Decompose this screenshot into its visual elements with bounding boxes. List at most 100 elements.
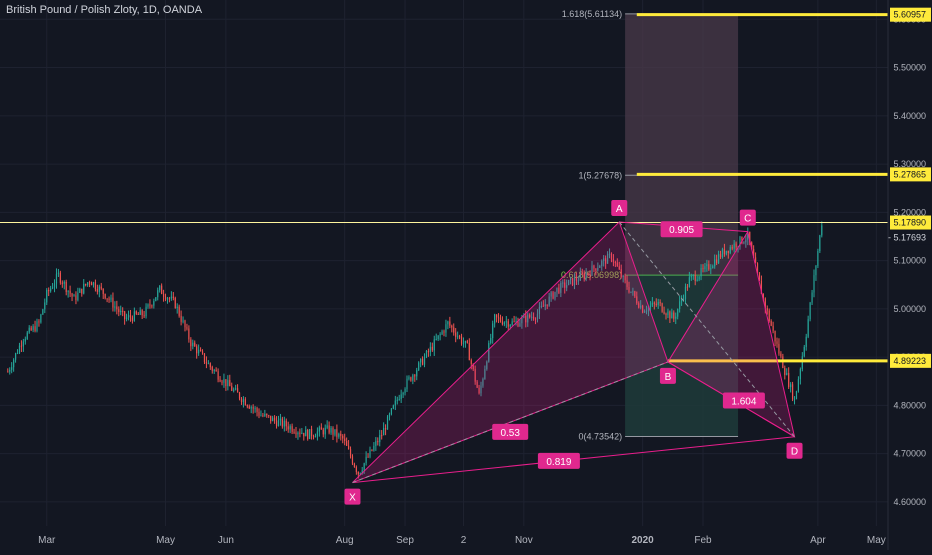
price-axis[interactable]: 4.600004.700004.800004.900005.000005.100…: [887, 0, 932, 550]
candles: [7, 221, 823, 479]
candle-body: [573, 277, 576, 286]
candle-body: [396, 399, 398, 401]
candle-body: [363, 463, 365, 471]
candle-body: [51, 287, 54, 289]
candle-body: [673, 312, 675, 319]
candle-body: [124, 311, 126, 320]
price-tick-label: 5.00000: [893, 304, 926, 314]
candle-body: [371, 449, 373, 451]
candle-body: [453, 327, 455, 333]
time-axis[interactable]: Mar May Jun Aug Sep 2 Nov 2020 Feb Apr May: [38, 535, 886, 546]
candle-body: [73, 295, 75, 297]
candle-body: [279, 418, 282, 421]
candle-body: [287, 426, 289, 430]
candle-body: [57, 272, 60, 274]
candle-body: [108, 298, 110, 300]
candle-body: [375, 441, 377, 446]
candle-body: [655, 303, 657, 305]
candle-body: [143, 315, 145, 317]
candle-body: [264, 413, 266, 416]
candle-body: [735, 243, 737, 248]
candle-body: [98, 286, 100, 292]
candle-body: [410, 377, 412, 381]
candle-body: [394, 400, 396, 406]
time-tick-label: Aug: [336, 535, 354, 546]
candle-body: [297, 432, 299, 435]
candle-body: [593, 265, 595, 269]
time-tick-label: Apr: [810, 535, 826, 546]
fib-label: 0(4.73542): [579, 432, 623, 442]
price-tick-label: 4.80000: [893, 400, 926, 410]
candle-body: [351, 456, 354, 464]
ratio-label: 1.604: [731, 397, 756, 408]
candle-body: [30, 327, 32, 331]
candle-body: [9, 369, 11, 372]
candle-body: [677, 308, 679, 317]
candle-body: [192, 342, 194, 347]
candle-body: [649, 305, 652, 307]
candle-body: [203, 353, 206, 362]
candle-body: [412, 375, 414, 381]
candle-body: [346, 440, 348, 446]
candle-body: [550, 292, 552, 297]
candle-body: [295, 432, 297, 435]
candle-body: [50, 288, 52, 292]
candle-body: [717, 254, 720, 264]
candle-body: [636, 296, 638, 304]
candle-body: [762, 294, 764, 299]
time-tick-label: 2020: [632, 535, 655, 546]
candle-body: [480, 385, 482, 394]
price-level-badge: [890, 353, 931, 368]
candle-body: [114, 306, 116, 308]
candle-body: [233, 389, 235, 391]
candle-body: [692, 275, 694, 277]
candle-body: [129, 315, 132, 318]
candle-body: [630, 291, 632, 293]
price-tick-label: 5.10000: [893, 256, 926, 266]
candle-body: [217, 371, 219, 380]
candle-body: [589, 273, 591, 276]
harmonic-pattern: 0.53 0.905 1.604 0.819 X A B C D: [344, 199, 803, 505]
chart-title: British Pound / Polish Zloty, 1D, OANDA: [6, 4, 203, 16]
candle-body: [125, 317, 128, 320]
point-label: A: [616, 204, 623, 215]
candle-body: [566, 285, 568, 288]
candle-body: [466, 340, 468, 343]
candle-body: [688, 277, 690, 288]
candle-body: [40, 314, 42, 323]
candle-body: [548, 296, 550, 306]
candle-body: [556, 287, 558, 292]
candle-body: [211, 367, 213, 371]
candle-body: [575, 277, 578, 281]
candle-body: [519, 323, 521, 327]
candle-body: [558, 287, 560, 293]
candle-body: [131, 317, 134, 321]
candle-body: [435, 338, 437, 340]
candle-body: [236, 388, 239, 393]
candle-body: [81, 288, 83, 294]
candle-body: [145, 306, 147, 317]
candle-body: [258, 411, 260, 416]
candle-body: [583, 273, 585, 279]
candle-body: [225, 379, 227, 387]
candle-body: [640, 305, 642, 308]
candle-body: [817, 251, 819, 266]
candle-body: [53, 283, 56, 288]
candle-body: [273, 417, 276, 421]
candle-body: [135, 311, 137, 314]
candle-body: [293, 431, 295, 433]
candle-body: [180, 315, 182, 322]
candle-body: [801, 356, 803, 369]
candle-body: [595, 268, 597, 271]
candle-body: [254, 408, 256, 410]
candle-body: [186, 327, 188, 329]
candle-body: [215, 370, 217, 372]
candle-body: [733, 243, 735, 249]
candle-body: [166, 298, 169, 300]
candle-body: [675, 316, 677, 319]
candle-body: [451, 325, 453, 328]
candle-body: [634, 291, 636, 297]
candle-body: [248, 406, 250, 409]
